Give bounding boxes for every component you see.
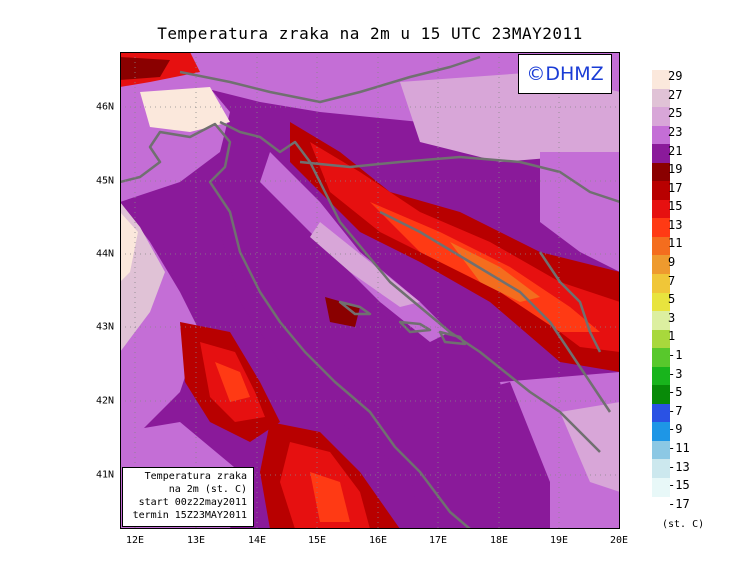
info-box: Temperatura zraka na 2m (st. C) start 00…	[122, 467, 254, 527]
legend-swatch	[652, 440, 670, 460]
lon-label-17e: 17E	[428, 535, 448, 546]
legend-label: 17	[668, 181, 683, 195]
central-italy-hottest	[215, 362, 250, 402]
legend-swatch	[652, 274, 670, 293]
lat-label-43n: 43N	[95, 321, 114, 333]
info-line-4: termin 15Z23MAY2011	[132, 510, 247, 521]
legend-swatch	[652, 329, 670, 349]
legend-label: -1	[668, 348, 683, 362]
lat-label-44n: 44N	[95, 248, 114, 260]
legend-swatch	[652, 422, 670, 441]
color-legend	[652, 70, 670, 497]
legend-swatch	[652, 181, 670, 200]
dhmz-logo: ©DHMZ	[518, 54, 612, 94]
legend-swatch	[652, 125, 670, 145]
ne-light-patch	[400, 72, 620, 162]
legend-swatch	[652, 70, 670, 89]
legend-swatch	[652, 403, 670, 423]
nw-dark-patch	[120, 57, 170, 80]
legend-label: 25	[668, 106, 683, 120]
legend-label: 29	[668, 69, 683, 83]
legend-label: 5	[668, 292, 676, 306]
legend-label: 11	[668, 236, 683, 250]
legend-label: -17	[668, 497, 690, 511]
legend-swatch	[652, 144, 670, 163]
legend-label: 21	[668, 144, 683, 158]
lon-label-16e: 16E	[368, 535, 388, 546]
legend-label: 19	[668, 162, 683, 176]
italy-far-west	[120, 212, 138, 282]
temperature-field	[120, 52, 620, 529]
legend-label: -7	[668, 404, 683, 418]
legend-label: -11	[668, 441, 690, 455]
legend-label: 9	[668, 255, 676, 269]
country-border-2	[299, 155, 620, 204]
legend-swatch	[652, 459, 670, 479]
legend-label: -13	[668, 460, 690, 474]
legend-label: -5	[668, 385, 683, 399]
temperature-map: ©DHMZ Temperatura zraka na 2m (st. C) st…	[120, 52, 620, 529]
legend-swatch	[652, 162, 670, 182]
legend-label: -15	[668, 478, 690, 492]
legend-label: 3	[668, 311, 676, 325]
legend-swatch	[652, 107, 670, 126]
adriatic-sea	[220, 162, 500, 482]
legend-label: 23	[668, 125, 683, 139]
dinaric-hottest	[450, 242, 540, 302]
legend-swatch	[652, 366, 670, 386]
lon-label-18e: 18E	[489, 535, 509, 546]
country-border-4	[538, 251, 602, 353]
island-2	[398, 320, 432, 334]
legend-label: 13	[668, 218, 683, 232]
country-border-3	[379, 210, 612, 413]
legend-swatch	[652, 255, 670, 275]
legend-swatch	[652, 385, 670, 404]
legend-swatch	[652, 218, 670, 237]
legend-unit: (st. C)	[662, 519, 705, 530]
island-3	[438, 330, 467, 346]
legend-label: 15	[668, 199, 683, 213]
lon-label-13e: 13E	[186, 535, 206, 546]
map-title: Temperatura zraka na 2m u 15 UTC 23MAY20…	[157, 24, 583, 43]
east-inland	[540, 152, 620, 272]
legend-label: 27	[668, 88, 683, 102]
italy-coastline	[120, 122, 471, 529]
coastal-light	[310, 222, 420, 307]
legend-swatch	[652, 311, 670, 330]
lat-label-42n: 42N	[95, 395, 114, 407]
legend-label: -9	[668, 422, 683, 436]
info-line-3: start 00z22may2011	[138, 497, 247, 508]
country-border-1	[179, 55, 481, 104]
legend-label: 1	[668, 329, 676, 343]
legend-swatch	[652, 199, 670, 219]
istria-coastline	[219, 120, 601, 453]
lat-label-41n: 41N	[95, 469, 114, 481]
island-1	[338, 300, 372, 316]
legend-swatch	[652, 236, 670, 256]
legend-label: -3	[668, 367, 683, 381]
legend-swatch	[652, 478, 670, 497]
lon-label-12e: 12E	[125, 535, 145, 546]
lat-label-45n: 45N	[95, 175, 114, 187]
legend-swatch	[652, 348, 670, 367]
legend-swatch	[652, 292, 670, 312]
lon-label-19e: 19E	[549, 535, 569, 546]
east-south-light	[560, 402, 620, 492]
lon-label-15e: 15E	[307, 535, 327, 546]
lat-label-46n: 46N	[95, 101, 114, 113]
lon-label-20e: 20E	[609, 535, 629, 546]
info-line-1: Temperatura zraka	[144, 471, 247, 482]
north-light-patch	[140, 87, 230, 132]
lon-label-14e: 14E	[247, 535, 267, 546]
southern-sea	[400, 382, 550, 529]
legend-swatch	[652, 88, 670, 108]
south-italy-hottest	[310, 472, 350, 522]
map-frame	[120, 52, 620, 529]
legend-label: 7	[668, 274, 676, 288]
info-line-2: na 2m (st. C)	[168, 484, 247, 495]
